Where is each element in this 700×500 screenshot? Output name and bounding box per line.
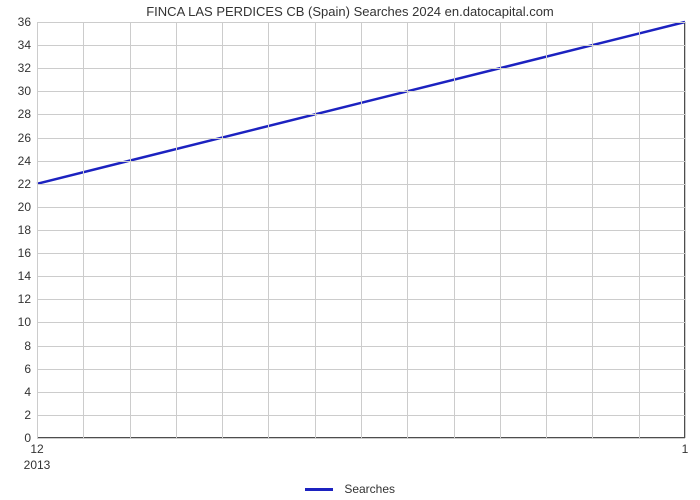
chart-title: FINCA LAS PERDICES CB (Spain) Searches 2… (0, 4, 700, 19)
x-grid-line (407, 22, 408, 438)
y-tick-label: 16 (18, 246, 37, 260)
plot-area: 0246810121416182022242628303234361212013 (37, 22, 685, 438)
y-tick-label: 14 (18, 269, 37, 283)
y-tick-label: 4 (24, 385, 37, 399)
x-grid-line (546, 22, 547, 438)
x-tick-label: 1 (682, 438, 689, 456)
legend: Searches (0, 481, 700, 496)
y-tick-label: 32 (18, 61, 37, 75)
x-grid-line (268, 22, 269, 438)
chart-container: FINCA LAS PERDICES CB (Spain) Searches 2… (0, 0, 700, 500)
x-grid-line (37, 22, 38, 438)
y-tick-label: 10 (18, 315, 37, 329)
x-grid-line (500, 22, 501, 438)
y-tick-label: 24 (18, 154, 37, 168)
x-grid-line (639, 22, 640, 438)
x-grid-line (222, 22, 223, 438)
y-tick-label: 26 (18, 131, 37, 145)
legend-label: Searches (344, 482, 395, 496)
x-grid-line (592, 22, 593, 438)
y-grid-line (37, 438, 685, 439)
y-tick-label: 20 (18, 200, 37, 214)
legend-swatch (305, 488, 333, 491)
y-tick-label: 18 (18, 223, 37, 237)
y-tick-label: 34 (18, 38, 37, 52)
x-grid-line (176, 22, 177, 438)
y-tick-label: 28 (18, 107, 37, 121)
y-tick-label: 22 (18, 177, 37, 191)
y-tick-label: 36 (18, 15, 37, 29)
x-grid-line (361, 22, 362, 438)
x-grid-line (130, 22, 131, 438)
y-tick-label: 2 (24, 408, 37, 422)
x-sub-label: 2013 (24, 438, 51, 472)
y-tick-label: 30 (18, 84, 37, 98)
x-grid-line (685, 22, 686, 438)
y-tick-label: 8 (24, 339, 37, 353)
x-grid-line (315, 22, 316, 438)
y-tick-label: 6 (24, 362, 37, 376)
x-grid-line (83, 22, 84, 438)
x-grid-line (454, 22, 455, 438)
y-tick-label: 12 (18, 292, 37, 306)
